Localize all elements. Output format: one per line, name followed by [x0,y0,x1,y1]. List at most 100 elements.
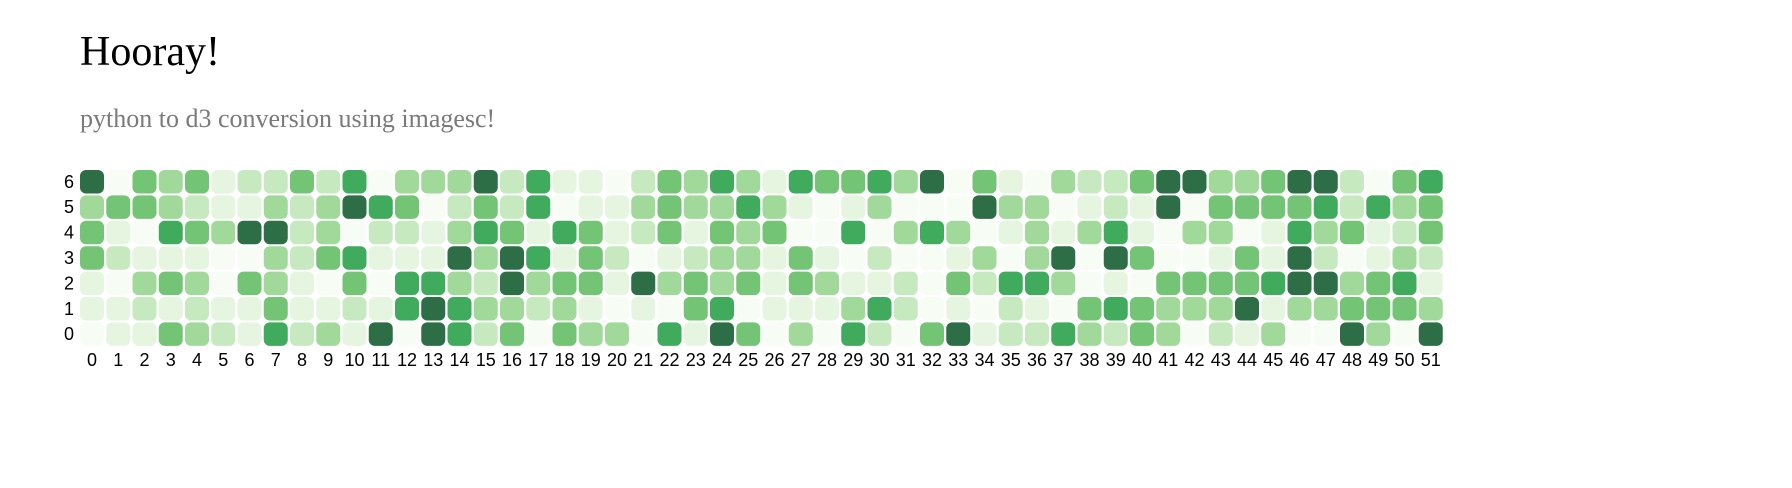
heatmap-cell [1340,322,1364,346]
heatmap-cell [1392,271,1417,296]
heatmap-cell [80,322,104,346]
heatmap-cell [263,195,288,219]
heatmap-cell [473,246,498,270]
heatmap-cell [605,170,629,194]
heatmap-cell [657,246,682,270]
heatmap-cell [841,195,866,219]
heatmap-cell [132,271,157,296]
heatmap-cell [998,170,1023,194]
heatmap-cell [368,220,393,245]
heatmap-cell [1103,297,1128,321]
heatmap-cell [657,195,682,219]
heatmap-cell [815,271,839,296]
heatmap-cell [500,195,524,219]
heatmap-cell [185,195,209,219]
heatmap-cell [552,322,577,346]
heatmap-cell [1208,322,1233,346]
heatmap-cell [185,271,209,296]
heatmap-cell [1392,246,1417,270]
heatmap-cell [1182,322,1207,346]
heatmap-cell [473,271,498,296]
heatmap-cell [972,297,997,321]
heatmap-cell [1077,246,1102,270]
heatmap-cell [342,220,367,245]
heatmap-cell [815,322,839,346]
heatmap-cell [211,170,236,194]
heatmap-cell [1287,322,1312,346]
heatmap-cell [185,322,209,346]
heatmap-cell [893,246,918,270]
x-tick-label: 42 [1184,350,1204,370]
x-tick-label: 4 [192,350,202,370]
heatmap-cell [368,271,393,296]
heatmap-cell [762,297,787,321]
x-tick-label: 11 [371,350,390,370]
y-tick-label: 0 [64,324,74,344]
heatmap-cell [788,246,813,270]
heatmap-cell [867,220,892,245]
heatmap-cell [631,246,656,270]
heatmap-cell [578,322,603,346]
heatmap-cell [683,246,708,270]
heatmap-cell [290,271,314,296]
heatmap-cell [815,195,839,219]
heatmap-cell [788,297,813,321]
heatmap-cell [237,170,262,194]
heatmap-cell [867,170,892,194]
heatmap-cell [1261,246,1286,270]
heatmap-cell [815,170,839,194]
heatmap-cell [1025,271,1049,296]
heatmap-cell [447,220,472,245]
heatmap-cell [316,220,341,245]
heatmap-cell [762,195,787,219]
heatmap-cell [920,195,944,219]
heatmap-cell [736,195,761,219]
heatmap-cell [920,271,944,296]
heatmap-cell [1313,170,1338,194]
heatmap-cell [290,322,314,346]
heatmap-cell [1025,170,1049,194]
heatmap-cell [500,297,524,321]
heatmap-cell [893,271,918,296]
heatmap-cell [710,170,734,194]
heatmap-cell [1418,322,1443,346]
heatmap-cell [1261,271,1286,296]
heatmap-cell [1287,220,1312,245]
heatmap-cell [946,322,971,346]
x-tick-label: 51 [1421,350,1441,370]
heatmap-cell [946,170,971,194]
x-tick-label: 21 [633,350,653,370]
heatmap-cell [500,170,524,194]
heatmap-cell [946,297,971,321]
heatmap-cell [1392,297,1417,321]
heatmap-cell [421,322,446,346]
x-tick-label: 12 [397,350,417,370]
heatmap-cell [920,322,944,346]
heatmap-cell [526,170,551,194]
x-tick-label: 17 [528,350,548,370]
heatmap-cell [368,170,393,194]
heatmap-cell [998,297,1023,321]
heatmap-cell [263,220,288,245]
heatmap-cell [263,322,288,346]
heatmap-cell [920,246,944,270]
heatmap-cell [1130,322,1154,346]
heatmap-cell [342,271,367,296]
heatmap-cell [158,322,183,346]
heatmap-cell [395,246,419,270]
heatmap-cell [290,220,314,245]
heatmap-cell [237,271,262,296]
heatmap-cell [683,220,708,245]
heatmap-cell [1261,322,1286,346]
heatmap-cell [1025,246,1049,270]
heatmap-cell [395,195,419,219]
heatmap-cell [893,220,918,245]
heatmap-cell [237,246,262,270]
heatmap-cell [1261,195,1286,219]
heatmap-cell [132,170,157,194]
heatmap-cell [500,271,524,296]
heatmap-cell [1340,246,1364,270]
heatmap-cell [841,220,866,245]
heatmap-cell [578,220,603,245]
heatmap-cell [526,322,551,346]
